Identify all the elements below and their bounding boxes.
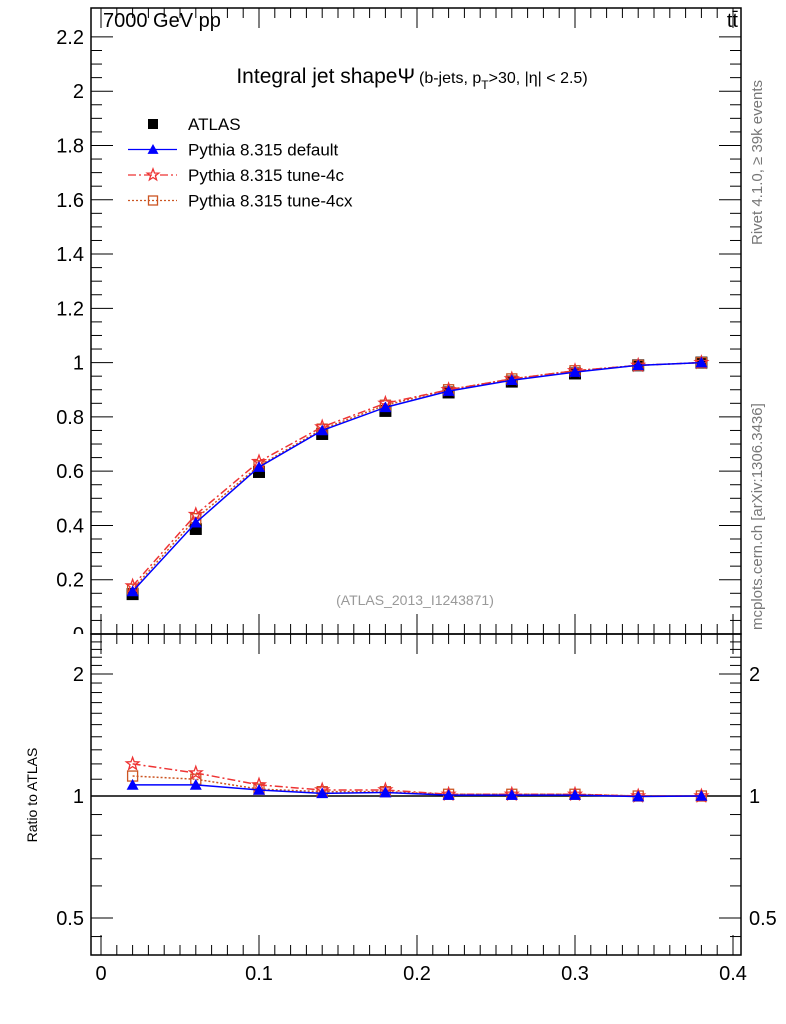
triangle-marker [379,401,392,413]
triangle-marker [695,356,708,368]
ratio-series-line [132,784,702,798]
legend-item: ATLAS [148,115,241,134]
series-line [132,361,702,592]
series-atlas [126,356,708,601]
legend-label: Pythia 8.315 tune-4cx [188,192,353,211]
series-line [132,361,702,587]
mcplots-label: mcplots.cern.ch [arXiv:1306.3436] [749,403,766,630]
x-tick-label: 0.4 [719,963,747,985]
triangle-marker [147,144,159,154]
y-tick-label: 0.6 [56,461,84,483]
ratio-series-line [132,775,702,797]
star-marker [145,167,161,182]
ratio-frame [90,633,742,956]
ratio-y-tick-label: 1 [73,786,84,808]
triangle-marker [189,778,202,790]
triangle-marker [632,359,645,371]
y-tick-label: 2.2 [56,27,84,49]
series-line [132,361,702,590]
legend-item: Pythia 8.315 tune-4c [128,166,344,185]
triangle-marker [442,789,455,800]
triangle-marker [126,585,139,597]
x-tick-label: 0 [95,963,106,985]
triangle-marker [316,424,329,436]
triangle-marker [126,778,139,790]
triangle-marker [569,789,581,800]
triangle-marker [505,374,518,386]
ratio-ylabel: Ratio to ATLAS [24,748,40,843]
ratio-panel: 0 0.1 0.2 0.3 0.4 0.5 0.5 1 1 2 2 [56,633,777,985]
triangle-marker [632,790,645,802]
plot-title: Integral jet shapeΨ [236,65,415,88]
ratio-series-line [132,763,702,797]
legend-item: Pythia 8.315 default [128,141,339,160]
ratio-y-tick-label: 2 [73,664,84,686]
rivet-label: Rivet 4.1.0, ≥ 39k events [749,80,766,245]
y-tick-label: 1 [73,353,84,375]
legend-label: Pythia 8.315 tune-4c [188,166,344,185]
triangle-marker [316,787,329,799]
series-pythia-8-315-default [126,356,708,597]
y-tick-label: 1.2 [56,298,84,320]
triangle-marker [569,366,581,377]
analysis-id: (ATLAS_2013_I1243871) [336,592,494,608]
x-tick-label: 0.1 [245,963,273,985]
series-pythia-8-315-tune-4c [124,354,710,593]
series-pythia-8-315-tune-4cx [126,356,708,595]
x-tick-label: 0.3 [561,963,589,985]
ratio-y-tick-label: 0.5 [749,908,777,930]
legend-item: Pythia 8.315 tune-4cx [128,192,353,211]
star-marker [187,764,204,780]
x-tick-label: 0.2 [403,963,431,985]
y-tick-label: 0.4 [56,515,84,537]
square-marker [148,119,158,129]
ratio-y-tick-label: 1 [749,786,760,808]
triangle-marker [505,789,518,800]
y-tick-label: 2 [73,81,84,103]
main-frame [90,7,742,635]
energy-label: 7000 GeV pp [103,10,221,32]
legend-label: ATLAS [188,115,241,134]
ratio-series-pythia-8-315-tune-4c [124,755,710,803]
y-tick-label: 1.6 [56,190,84,212]
main-panel: 0 0.2 0.4 0.6 0.8 1 1.2 1.4 1.6 1.8 2 2.2 [56,7,742,955]
legend: ATLAS Pythia 8.315 default Pythia 8.315 tu… [128,115,353,211]
triangle-marker [442,385,455,396]
y-tick-label: 0 [73,624,84,646]
ratio-series-pythia-8-315-default [126,778,708,802]
triangle-marker [189,516,202,528]
triangle-marker [695,790,708,801]
star-marker [124,755,141,771]
triangle-marker [253,461,265,472]
ratio-y-tick-label: 0.5 [56,908,84,930]
open-square-marker [147,195,159,206]
y-tick-label: 0.8 [56,407,84,429]
y-tick-label: 1.8 [56,135,84,157]
y-tick-label: 1.4 [56,244,84,266]
ratio-y-tick-label: 2 [749,664,760,686]
y-tick-label: 0.2 [56,570,84,592]
triangle-marker [253,783,265,795]
triangle-marker [379,786,392,798]
plot-title-cuts: (b-jets, pT>30, |η| < 2.5) [419,70,588,92]
legend-label: Pythia 8.315 default [188,141,339,160]
